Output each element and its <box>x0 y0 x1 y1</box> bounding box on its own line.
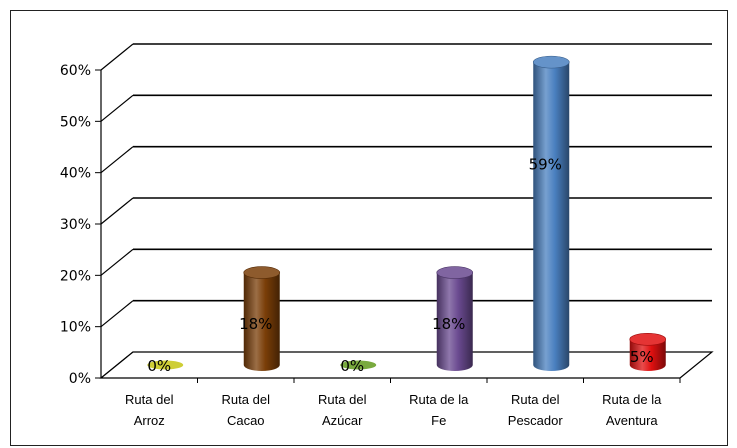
grid-connector <box>100 197 134 225</box>
x-tick-label: Ruta del <box>318 392 367 407</box>
bar <box>436 272 473 371</box>
x-tick-label: Azúcar <box>322 413 363 428</box>
x-tick-label: Ruta del <box>125 392 174 407</box>
bar <box>629 339 666 371</box>
data-label: 18% <box>432 315 465 333</box>
data-label: 59% <box>529 156 562 174</box>
x-tick-label: Ruta del <box>222 392 271 407</box>
bar-top <box>243 266 281 279</box>
bar-top <box>629 333 667 346</box>
grid-connector <box>100 146 134 174</box>
y-tick-label: 40% <box>60 166 91 182</box>
grid-connector <box>100 43 134 71</box>
data-label: 18% <box>239 315 272 333</box>
x-tick-label: Pescador <box>508 413 564 428</box>
y-tick-label: 20% <box>60 268 91 284</box>
grid-connector <box>100 248 134 276</box>
grid-connector <box>100 94 134 122</box>
x-tick-label: Ruta del <box>511 392 560 407</box>
chart-frame <box>10 10 728 446</box>
x-tick-label: Aventura <box>606 413 659 428</box>
data-label: 5% <box>630 348 654 366</box>
x-tick-label: Fe <box>431 413 446 428</box>
y-tick-label: 50% <box>60 114 91 130</box>
bar <box>533 62 570 372</box>
chart-floor <box>99 351 714 379</box>
x-tick-label: Cacao <box>227 413 265 428</box>
grid-connector <box>100 300 134 328</box>
data-label: 0% <box>147 357 171 375</box>
x-tick-label: Ruta de la <box>602 392 662 407</box>
bar <box>243 272 280 371</box>
y-tick-label: 60% <box>60 63 91 79</box>
bar-top <box>436 266 474 279</box>
x-tick-label: Ruta de la <box>409 392 469 407</box>
y-tick-label: 30% <box>60 217 91 233</box>
y-tick-label: 10% <box>60 320 91 336</box>
data-label: 0% <box>340 357 364 375</box>
bar-zero-disc <box>340 360 377 370</box>
bar-zero-disc <box>147 360 184 370</box>
x-tick-label: Arroz <box>134 413 165 428</box>
y-tick-label: 0% <box>69 371 91 387</box>
bar-top <box>532 55 570 69</box>
